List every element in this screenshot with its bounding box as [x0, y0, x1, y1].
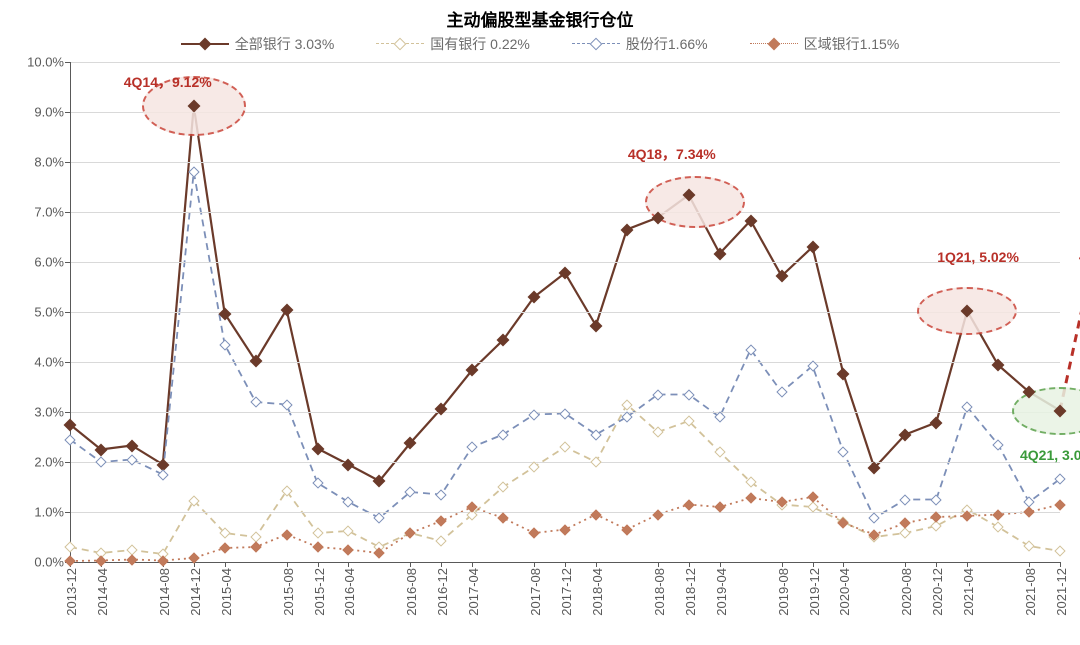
gridline: [70, 262, 1060, 263]
annotation-label: 4Q18，7.34%: [628, 144, 716, 164]
x-tick-label: 2014-12: [188, 568, 203, 616]
annotation-label: 4Q14，9.12%: [124, 72, 212, 92]
x-tick-label: 2019-04: [714, 568, 729, 616]
legend-label: 全部银行 3.03%: [235, 34, 335, 54]
y-tick-label: 6.0%: [34, 255, 64, 270]
x-tick-label: 2015-08: [281, 568, 296, 616]
plot-area: 0.0%1.0%2.0%3.0%4.0%5.0%6.0%7.0%8.0%9.0%…: [70, 62, 1060, 562]
x-tick-label: 2020-08: [899, 568, 914, 616]
legend-item-joint: 股份行1.66%: [572, 34, 708, 54]
x-tick-label: 2018-08: [652, 568, 667, 616]
x-tick-label: 2021-08: [1023, 568, 1038, 616]
x-tick-label: 2017-04: [466, 568, 481, 616]
y-tick-label: 1.0%: [34, 505, 64, 520]
y-tick-label: 3.0%: [34, 405, 64, 420]
y-tick-label: 2.0%: [34, 455, 64, 470]
x-tick-label: 2020-04: [837, 568, 852, 616]
legend-label: 股份行1.66%: [626, 34, 708, 54]
x-tick-label: 2018-04: [590, 568, 605, 616]
x-tick-label: 2015-12: [312, 568, 327, 616]
legend-item-all: 全部银行 3.03%: [181, 34, 335, 54]
legend-item-state: 国有银行 0.22%: [376, 34, 530, 54]
x-tick-label: 2019-12: [807, 568, 822, 616]
y-tick-label: 9.0%: [34, 105, 64, 120]
legend-label: 国有银行 0.22%: [430, 34, 530, 54]
x-tick-label: 2021-04: [961, 568, 976, 616]
y-tick-label: 8.0%: [34, 155, 64, 170]
y-tick-label: 4.0%: [34, 355, 64, 370]
x-tick-label: 2014-04: [95, 568, 110, 616]
gridline: [70, 512, 1060, 513]
x-tick-label: 2020-12: [930, 568, 945, 616]
gridline: [70, 62, 1060, 63]
x-tick-label: 2013-12: [64, 568, 79, 616]
gridline: [70, 212, 1060, 213]
legend: 全部银行 3.03% 国有银行 0.22% 股份行1.66% 区域银行1.15%: [0, 34, 1080, 54]
y-tick-label: 0.0%: [34, 555, 64, 570]
x-tick-label: 2015-04: [219, 568, 234, 616]
x-tick-label: 2014-08: [157, 568, 172, 616]
x-tick-label: 2016-04: [342, 568, 357, 616]
legend-item-regional: 区域银行1.15%: [750, 34, 900, 54]
x-tick-label: 2019-08: [776, 568, 791, 616]
legend-label: 区域银行1.15%: [804, 34, 900, 54]
y-tick-label: 5.0%: [34, 305, 64, 320]
x-tick-label: 2018-12: [683, 568, 698, 616]
gridline: [70, 462, 1060, 463]
y-tick-label: 10.0%: [27, 55, 64, 70]
x-tick-label: 2017-12: [559, 568, 574, 616]
y-tick-label: 7.0%: [34, 205, 64, 220]
annotation-label: 4Q21, 3.03%: [1020, 447, 1080, 463]
annotation-label: 1Q21, 5.02%: [937, 249, 1019, 265]
x-tick-label: 2021-12: [1054, 568, 1069, 616]
x-tick-label: 2016-12: [435, 568, 450, 616]
chart-root: 主动偏股型基金银行仓位 全部银行 3.03% 国有银行 0.22% 股份行1.66%…: [0, 0, 1080, 645]
x-tick-label: 2017-08: [528, 568, 543, 616]
gridline: [70, 362, 1060, 363]
gridline: [70, 162, 1060, 163]
chart-title: 主动偏股型基金银行仓位: [0, 6, 1080, 31]
x-tick-label: 2016-08: [404, 568, 419, 616]
